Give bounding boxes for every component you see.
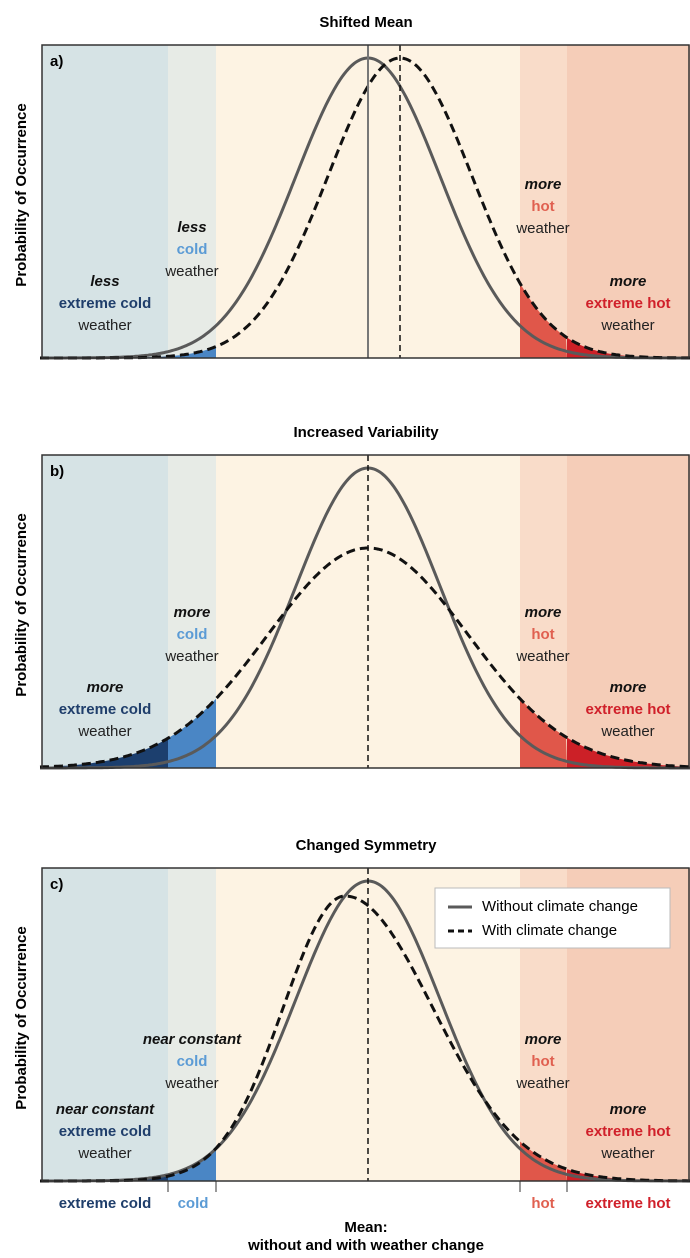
label-qualifier: less: [90, 273, 119, 290]
label-qualifier: more: [525, 1031, 562, 1048]
panel-frame: [41, 44, 690, 359]
tail-fill: [168, 346, 216, 358]
label-qualifier: more: [174, 604, 211, 621]
label-category: extreme cold: [59, 701, 152, 718]
band: [42, 868, 168, 1181]
label-category: cold: [177, 241, 208, 258]
curve-without: [40, 879, 690, 1183]
band: [168, 868, 216, 1181]
panel-frame: [41, 454, 690, 769]
label-weather: weather: [77, 317, 131, 334]
band-label: extreme cold: [59, 1195, 152, 1212]
label-weather: weather: [600, 723, 654, 740]
tail-fill: [42, 738, 168, 768]
label-category: extreme hot: [585, 701, 670, 718]
label-category: extreme hot: [585, 1123, 670, 1140]
y-label: Probability of Occurrence: [13, 103, 30, 286]
label-weather: weather: [164, 263, 218, 280]
legend-box: [434, 887, 671, 949]
mean-label: Mean:: [344, 1219, 387, 1236]
curve-with: [40, 894, 690, 1183]
label-category: cold: [177, 1053, 208, 1070]
panel-letter: b): [50, 463, 64, 480]
tail-fill: [567, 737, 690, 768]
label-qualifier: more: [610, 679, 647, 696]
label-weather: weather: [77, 723, 131, 740]
band: [216, 455, 520, 768]
label-weather: weather: [600, 317, 654, 334]
label-category: extreme hot: [585, 295, 670, 312]
label-qualifier: less: [177, 219, 206, 236]
label-qualifier: near constant: [56, 1101, 155, 1118]
label-qualifier: near constant: [143, 1031, 242, 1048]
label-weather: weather: [77, 1145, 131, 1162]
panel-title: Shifted Mean: [319, 14, 412, 31]
band: [567, 45, 690, 358]
label-category: cold: [177, 626, 208, 643]
label-weather: weather: [600, 1145, 654, 1162]
y-label: Probability of Occurrence: [13, 513, 30, 696]
label-category: hot: [531, 626, 554, 643]
label-qualifier: more: [525, 604, 562, 621]
label-weather: weather: [515, 648, 569, 665]
label-weather: weather: [515, 1075, 569, 1092]
label-qualifier: more: [525, 176, 562, 193]
curve-without: [40, 466, 690, 770]
curve-with: [40, 56, 690, 360]
panel-letter: a): [50, 53, 63, 70]
label-qualifier: more: [87, 679, 124, 696]
panel-title: Increased Variability: [293, 424, 439, 441]
label-weather: weather: [164, 648, 218, 665]
band-label: cold: [178, 1195, 209, 1212]
curve-with: [39, 546, 690, 769]
legend-label: With climate change: [482, 922, 617, 939]
band-label: extreme hot: [585, 1195, 670, 1212]
tail-fill: [520, 283, 567, 358]
band: [42, 455, 168, 768]
label-category: hot: [531, 1053, 554, 1070]
tail-fill: [520, 698, 567, 768]
legend-label: Without climate change: [482, 898, 638, 915]
curve-without: [40, 56, 690, 360]
label-qualifier: more: [610, 1101, 647, 1118]
label-category: hot: [531, 198, 554, 215]
panel-letter: c): [50, 876, 63, 893]
panel-frame: [41, 867, 690, 1182]
mean-label: without and with weather change: [247, 1237, 484, 1253]
label-weather: weather: [164, 1075, 218, 1092]
label-category: extreme cold: [59, 1123, 152, 1140]
y-label: Probability of Occurrence: [13, 926, 30, 1109]
band: [168, 45, 216, 358]
tail-fill: [567, 337, 690, 358]
panel-title: Changed Symmetry: [296, 837, 438, 854]
tail-fill: [168, 698, 216, 768]
label-qualifier: more: [610, 273, 647, 290]
label-category: extreme cold: [59, 295, 152, 312]
band: [42, 45, 168, 358]
band-label: hot: [531, 1195, 554, 1212]
label-weather: weather: [515, 220, 569, 237]
band: [567, 455, 690, 768]
